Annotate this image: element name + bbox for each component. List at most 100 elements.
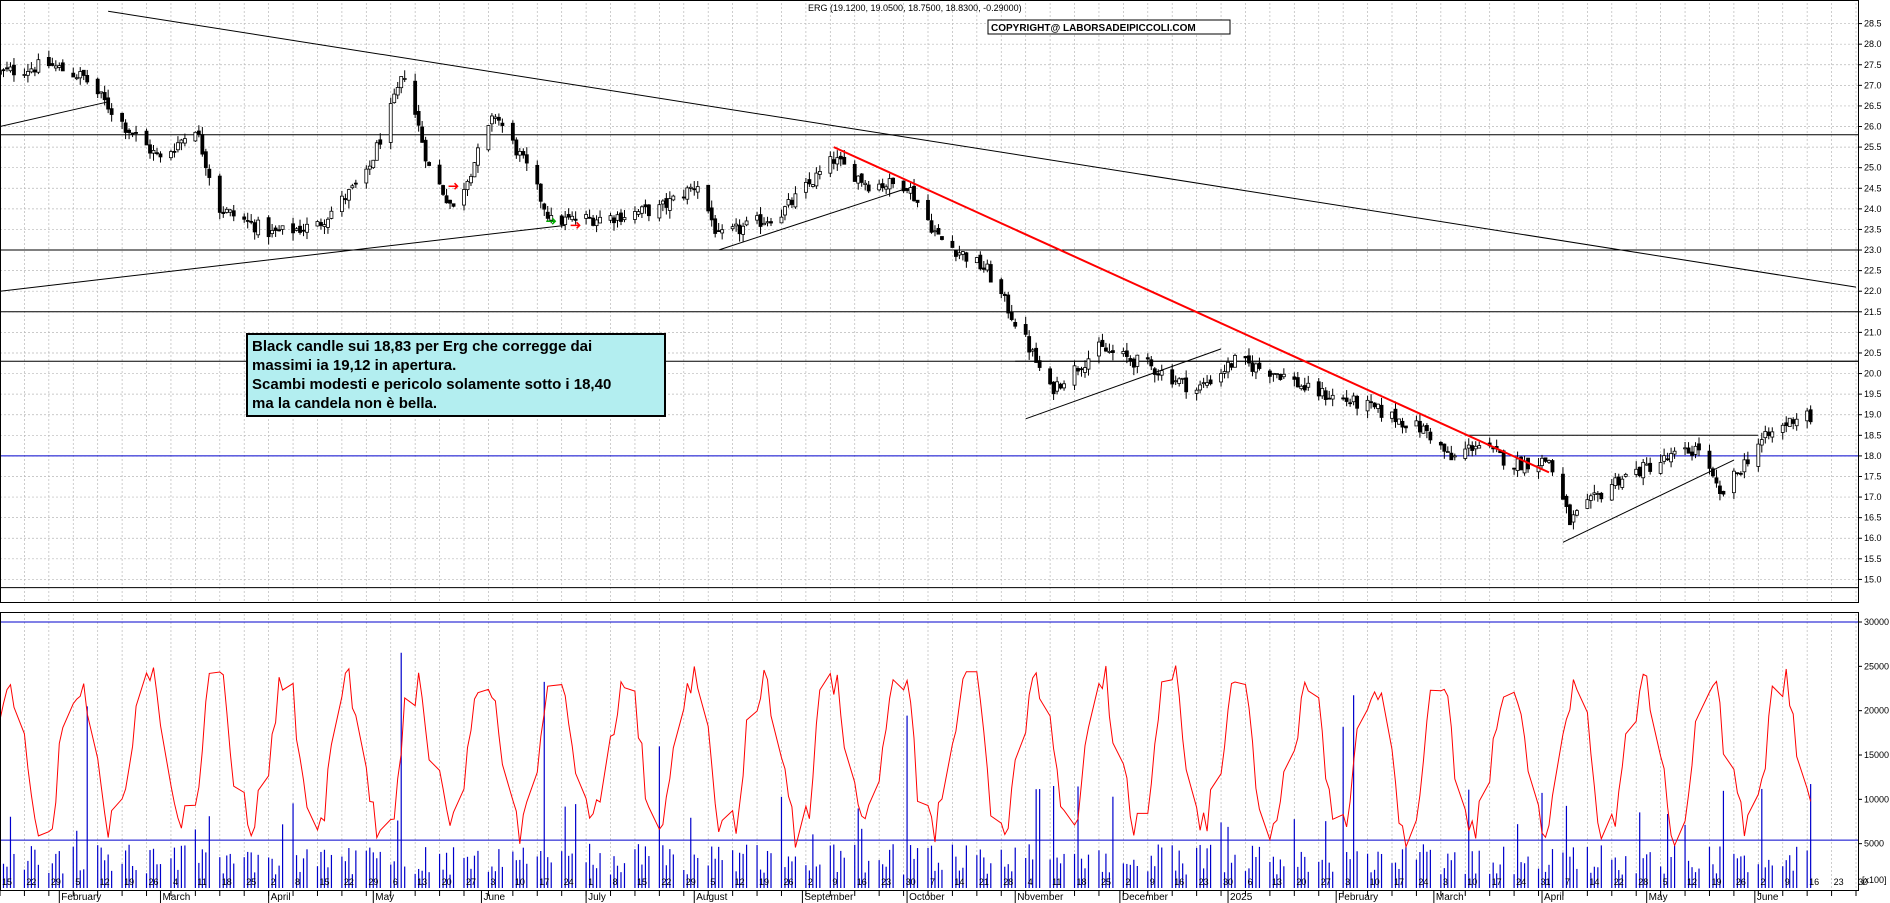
candle-body xyxy=(462,189,466,206)
candle-body xyxy=(1766,431,1771,437)
candle-body xyxy=(217,175,222,213)
candle-body xyxy=(1344,397,1349,402)
candle-body xyxy=(615,214,620,221)
candle-body xyxy=(106,97,111,110)
candle-body xyxy=(640,206,644,214)
candle-body xyxy=(1097,341,1101,357)
volume-y-tick-label: 30000 xyxy=(1864,617,1889,627)
candle-body xyxy=(1512,467,1517,470)
candle-body xyxy=(1292,376,1297,380)
candle-body xyxy=(1034,347,1039,363)
candle-body xyxy=(53,65,58,69)
candle-body xyxy=(744,220,749,226)
candle-body xyxy=(1791,419,1796,424)
candle-body xyxy=(891,177,896,185)
candle-body xyxy=(510,122,515,141)
candle-body xyxy=(517,150,522,156)
month-label: June xyxy=(1757,892,1779,903)
candle-body xyxy=(32,69,37,73)
candle-body xyxy=(1637,466,1642,477)
candle-body xyxy=(713,218,718,234)
candle-body xyxy=(856,175,861,184)
candle-body xyxy=(1470,445,1475,451)
candle-body xyxy=(1669,453,1673,463)
candle-body xyxy=(490,115,494,125)
candle-body xyxy=(542,203,547,210)
trendlines xyxy=(0,10,1857,543)
candle-body xyxy=(926,199,930,221)
candle-body xyxy=(416,111,421,126)
volume-y-tick-label: 15000 xyxy=(1864,750,1889,760)
candle-body xyxy=(1254,363,1258,373)
candle-body xyxy=(1243,356,1248,359)
x-tick-label: 26 xyxy=(149,877,159,887)
candle-body xyxy=(1281,373,1286,378)
x-tick-label: 19 xyxy=(124,877,134,887)
candle-body xyxy=(50,63,55,66)
candle-body xyxy=(1561,473,1565,500)
y-tick-label: 20.0 xyxy=(1864,369,1882,379)
candle-body xyxy=(783,206,787,216)
candle-body xyxy=(1550,460,1555,473)
y-tick-label: 16.5 xyxy=(1864,513,1882,523)
x-tick-label: 15 xyxy=(2,877,12,887)
candle-body xyxy=(563,216,568,226)
candle-body xyxy=(298,225,302,233)
candle-body xyxy=(465,180,470,191)
candle-body xyxy=(1571,514,1576,523)
candle-body xyxy=(1051,381,1056,395)
candle-body xyxy=(933,230,937,233)
signal-arrow xyxy=(546,217,557,225)
candle-body xyxy=(1048,368,1053,385)
candle-body xyxy=(1267,370,1272,377)
candle-body xyxy=(1135,354,1140,367)
candle-body xyxy=(716,230,721,232)
candle-body xyxy=(671,195,676,201)
candle-body xyxy=(838,155,843,160)
candle-body xyxy=(130,132,135,135)
candle-body xyxy=(769,221,773,224)
candle-body xyxy=(1295,377,1300,388)
candle-body xyxy=(322,224,327,227)
candle-body xyxy=(99,91,104,94)
candle-body xyxy=(730,226,735,230)
candle-body xyxy=(496,116,501,121)
candle-body xyxy=(1756,443,1761,467)
candle-body xyxy=(144,130,149,146)
candle-body xyxy=(999,279,1004,295)
y-tick-label: 21.5 xyxy=(1864,307,1882,317)
candle-body xyxy=(762,222,766,226)
candle-body xyxy=(1805,410,1810,422)
candle-body xyxy=(420,126,425,143)
candle-body xyxy=(1184,377,1189,393)
candle-body xyxy=(120,112,125,122)
candle-body xyxy=(273,227,278,231)
candle-body xyxy=(1711,468,1715,477)
x-tick-label: 15 xyxy=(637,877,647,887)
candle-body xyxy=(343,198,348,201)
candle-body xyxy=(1107,350,1112,353)
month-label: August xyxy=(696,892,727,903)
month-label: November xyxy=(1017,892,1064,903)
candle-body xyxy=(392,93,397,104)
candle-body xyxy=(688,186,693,189)
candle-body xyxy=(1759,439,1764,446)
annotation-line: Scambi modesti e pericolo solamente sott… xyxy=(252,376,612,393)
candle-body xyxy=(790,199,794,205)
candle-body xyxy=(1173,380,1178,383)
candle-body xyxy=(158,153,163,158)
candle-body xyxy=(60,62,65,72)
candle-body xyxy=(427,162,432,166)
candle-body xyxy=(1250,362,1255,372)
month-label: April xyxy=(271,892,291,903)
candle-body xyxy=(245,220,250,222)
candle-body xyxy=(974,257,979,264)
x-tick-label: 19 xyxy=(1711,877,1721,887)
x-tick-label: 12 xyxy=(735,877,745,887)
candle-body xyxy=(203,151,208,169)
candle-body xyxy=(741,225,745,235)
x-tick-label: 12 xyxy=(100,877,110,887)
candle-body xyxy=(1616,476,1621,486)
x-tick-label: 11 xyxy=(197,877,206,887)
x-tick-label: 23 xyxy=(1199,877,1209,887)
